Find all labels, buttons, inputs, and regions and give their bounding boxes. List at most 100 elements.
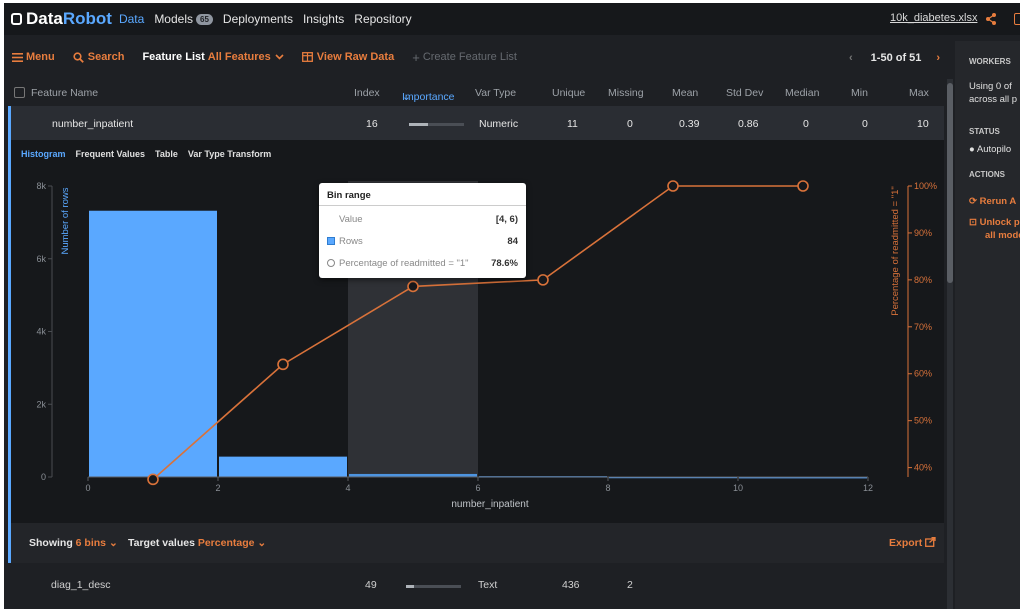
select-all-checkbox[interactable] <box>14 87 25 98</box>
feature-mean: 0.39 <box>679 118 700 130</box>
tooltip-title: Bin range <box>319 183 526 206</box>
feature-unique-next: 436 <box>562 579 580 591</box>
target-values-dropdown[interactable]: Target values Percentage ⌄ <box>128 537 266 549</box>
bins-dropdown[interactable]: Showing 6 bins ⌄ <box>29 537 118 549</box>
y2-tick-label: 70% <box>914 322 932 332</box>
feature-list-dropdown[interactable]: Feature List All Features <box>142 51 284 63</box>
unlock-label-1: Unlock p <box>979 217 1020 228</box>
table-row-selected[interactable]: number_inpatient 16 Numeric 11 0 0.39 0.… <box>8 106 944 140</box>
datarobot-logo[interactable]: Data Robot <box>11 9 112 29</box>
share-icon[interactable] <box>984 12 998 26</box>
check-circle-icon: ● <box>969 144 975 155</box>
percentage-line <box>152 185 803 480</box>
showing-label: Showing <box>29 537 73 549</box>
col-index[interactable]: Index <box>354 87 380 99</box>
tab-histogram[interactable]: Histogram <box>21 149 66 159</box>
table-scrollbar[interactable] <box>947 79 953 609</box>
nav-repository[interactable]: Repository <box>354 12 412 26</box>
percentage-point <box>407 280 419 293</box>
document-icon[interactable] <box>1014 13 1020 25</box>
y2-tick-label: 100% <box>914 181 937 191</box>
y2-axis-title: Percentage of readmitted = "1" <box>890 186 901 316</box>
bin-tooltip: Bin range Value [4, 6) Rows 84 Percentag… <box>319 183 526 278</box>
x-axis-title: number_inpatient <box>451 499 528 510</box>
top-nav-bar: Data Robot Data Models 65 Deployments Insi… <box>4 3 1020 35</box>
nav-data[interactable]: Data <box>118 12 145 26</box>
tooltip-pct-label: Percentage of readmitted = "1" <box>339 258 469 269</box>
col-min[interactable]: Min <box>851 87 868 99</box>
percentage-point <box>277 358 289 371</box>
status-text: Autopilo <box>976 144 1012 155</box>
x-tick-label: 6 <box>475 483 480 493</box>
tab-var-type-transform[interactable]: Var Type Transform <box>187 149 272 159</box>
tooltip-rows: 84 <box>507 236 518 247</box>
feature-max: 10 <box>917 118 929 130</box>
next-page-icon[interactable]: › <box>936 52 941 64</box>
percentage-point <box>667 180 679 192</box>
workers-heading: WORKERS <box>969 57 1011 66</box>
tab-frequent-values[interactable]: Frequent Values <box>75 149 146 159</box>
refresh-icon: ⟳ <box>969 196 977 207</box>
search-label: Search <box>87 51 125 63</box>
logo-text-data: Data <box>26 9 63 28</box>
col-std-dev[interactable]: Std Dev <box>726 87 764 99</box>
col-missing[interactable]: Missing <box>608 87 644 99</box>
percentage-point <box>147 473 159 486</box>
view-raw-data-button[interactable]: View Raw Data <box>301 51 394 63</box>
app-window: Data Robot Data Models 65 Deployments Insi… <box>4 3 1020 609</box>
project-file-link[interactable]: 10k_diabetes.xlsx <box>890 12 978 24</box>
feature-index-next: 49 <box>365 579 377 591</box>
target-chevron-down-icon: ⌄ <box>257 537 267 549</box>
col-feature-name[interactable]: Feature Name <box>31 87 99 99</box>
bins-chevron-down-icon: ⌄ <box>108 537 118 549</box>
histogram-bar <box>89 210 217 478</box>
tooltip-rows-label: Rows <box>339 236 363 247</box>
tooltip-value: [4, 6) <box>495 214 518 225</box>
status-row: ● Autopilo <box>969 143 1011 156</box>
menu-button[interactable]: Menu <box>12 51 55 63</box>
search-icon <box>73 51 84 63</box>
y-tick-label: 6k <box>36 254 46 264</box>
tab-table[interactable]: Table <box>155 149 178 159</box>
feature-var-type: Numeric <box>479 118 519 130</box>
nav-models-label: Models <box>154 12 193 26</box>
tooltip-value-row: Value [4, 6) <box>327 214 518 225</box>
table-row[interactable]: diag_1_desc 49 Text 436 2 <box>8 571 944 601</box>
y-tick-label: 2k <box>36 399 46 409</box>
col-unique[interactable]: Unique <box>552 87 586 99</box>
feature-var-type-next: Text <box>478 579 498 591</box>
detail-tabs: Histogram Frequent Values Table Var Type… <box>21 149 281 159</box>
unlock-models-button[interactable]: ⊡ Unlock p <box>969 216 1020 229</box>
rows-legend-square-icon <box>327 237 335 245</box>
plus-icon: + <box>412 49 420 65</box>
scrollbar-thumb[interactable] <box>947 83 953 283</box>
table-icon <box>301 52 313 62</box>
y-tick-label: 4k <box>36 327 46 337</box>
feature-unique: 11 <box>567 118 578 130</box>
histogram-controls: Showing 6 bins ⌄ Target values Percentag… <box>8 523 944 563</box>
nav-insights[interactable]: Insights <box>302 12 345 26</box>
target-label: Target values <box>128 537 195 549</box>
target-value: Percentage <box>197 537 255 549</box>
models-count-badge: 65 <box>196 14 213 25</box>
feature-detail-panel: Histogram Frequent Values Table Var Type… <box>8 140 944 523</box>
col-median[interactable]: Median <box>785 87 820 99</box>
col-mean[interactable]: Mean <box>672 87 699 99</box>
export-button[interactable]: Export <box>889 537 936 549</box>
col-max[interactable]: Max <box>909 87 929 99</box>
prev-page-icon[interactable]: ‹ <box>849 52 853 64</box>
rerun-autopilot-button[interactable]: ⟳ Rerun A <box>969 195 1016 208</box>
col-var-type[interactable]: Var Type <box>475 87 517 99</box>
x-tick-label: 8 <box>605 483 610 493</box>
unlock-label-2: all mode <box>985 230 1020 241</box>
y2-tick-label: 40% <box>914 463 932 473</box>
nav-deployments[interactable]: Deployments <box>222 12 293 26</box>
nav-models[interactable]: Models 65 <box>154 12 213 26</box>
importance-bar <box>409 123 464 126</box>
menu-label: Menu <box>26 51 55 63</box>
col-importance-label: Importance <box>402 91 455 103</box>
feature-std-dev: 0.86 <box>738 118 759 130</box>
create-feature-list-button[interactable]: + Create Feature List <box>412 50 517 65</box>
search-button[interactable]: Search <box>73 51 125 63</box>
percentage-point <box>797 180 809 192</box>
